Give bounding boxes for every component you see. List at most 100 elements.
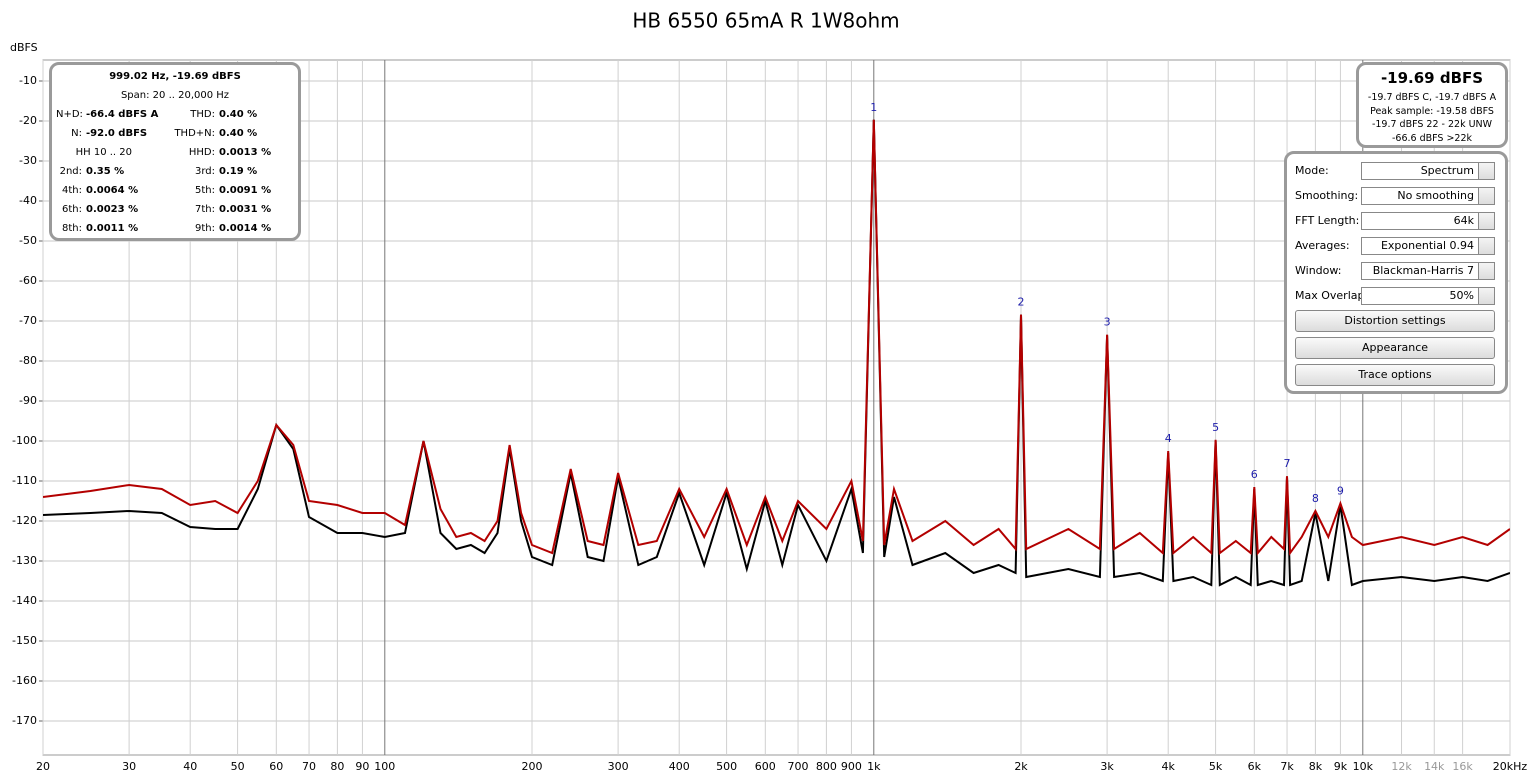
y-tick-label: -90	[19, 394, 37, 407]
trace	[43, 119, 1510, 556]
info-value: 0.0091 %	[219, 185, 272, 196]
info-span: Span: 20 .. 20,000 Hz	[120, 90, 230, 101]
x-tick-label: 60	[269, 760, 283, 773]
x-tick-label: 7k	[1280, 760, 1294, 773]
info-label: 4th:	[62, 185, 82, 196]
info-label: 2nd:	[59, 166, 82, 177]
info-label: 9th:	[195, 223, 215, 234]
control-label: Smoothing:	[1295, 189, 1359, 202]
control-label: Averages:	[1295, 239, 1350, 252]
dropdown[interactable]: Spectrum	[1361, 162, 1495, 180]
chart-title: HB 6550 65mA R 1W8ohm	[632, 9, 899, 33]
x-tick-label: 5k	[1209, 760, 1223, 773]
y-tick-label: -50	[19, 234, 37, 247]
y-tick-label: -170	[12, 714, 37, 727]
harmonic-label: 6	[1251, 468, 1258, 481]
x-tick-label: 20	[36, 760, 50, 773]
x-tick-label: 70	[302, 760, 316, 773]
info-value: -92.0 dBFS	[86, 128, 148, 139]
y-axis-label: dBFS	[10, 41, 38, 54]
y-tick-label: -80	[19, 354, 37, 367]
readout-line: Peak sample: -19.58 dBFS	[1370, 105, 1494, 117]
controls-panel: Mode: Spectrum Smoothing: No smoothing FFT L…	[1284, 151, 1508, 394]
info-label: HH 10 .. 20	[75, 147, 132, 158]
x-tick-label: 8k	[1309, 760, 1323, 773]
x-tick-label: 30	[122, 760, 136, 773]
x-tick-label: 700	[788, 760, 809, 773]
control-label: Window:	[1295, 264, 1342, 277]
x-tick-label: 90	[355, 760, 369, 773]
readout-line: -19.7 dBFS 22 - 22k UNW	[1371, 119, 1493, 130]
x-tick-label: 600	[755, 760, 776, 773]
harmonic-label: 2	[1018, 296, 1025, 309]
info-value: 0.0011 %	[86, 223, 139, 234]
info-label: THD+N:	[174, 128, 215, 139]
x-tick-label: 20kHz	[1493, 760, 1528, 773]
dropdown[interactable]: 50%	[1361, 287, 1495, 305]
x-tick-label: 40	[183, 760, 197, 773]
info-label: 5th:	[195, 185, 215, 196]
info-panel: 999.02 Hz, -19.69 dBFS Span: 20 .. 20,000…	[49, 62, 301, 241]
y-tick-label: -20	[19, 114, 37, 127]
x-tick-label: 2k	[1014, 760, 1028, 773]
info-value: 0.19 %	[219, 166, 258, 177]
x-tick-label: 10k	[1353, 760, 1374, 773]
harmonic-label: 1	[870, 101, 877, 114]
info-label: 3rd:	[194, 166, 215, 177]
y-tick-label: -160	[12, 674, 37, 687]
x-tick-label: 50	[231, 760, 245, 773]
dropdown[interactable]: Blackman-Harris 7	[1361, 262, 1495, 280]
x-tick-label: 6k	[1248, 760, 1262, 773]
y-tick-label: -40	[19, 194, 37, 207]
y-tick-label: -60	[19, 274, 37, 287]
info-label: 6th:	[62, 204, 82, 215]
y-tick-label: -100	[12, 434, 37, 447]
x-tick-label: 500	[716, 760, 737, 773]
info-label: THD:	[190, 109, 215, 120]
harmonic-label: 4	[1165, 432, 1172, 445]
info-value: 0.0023 %	[86, 204, 139, 215]
dropdown[interactable]: 64k	[1361, 212, 1495, 230]
x-tick-label: 900	[841, 760, 862, 773]
y-tick-label: -150	[12, 634, 37, 647]
button[interactable]: Appearance	[1295, 337, 1495, 359]
x-tick-label: 800	[816, 760, 837, 773]
dropdown[interactable]: Exponential 0.94	[1361, 237, 1495, 255]
x-tick-label: 300	[608, 760, 629, 773]
button[interactable]: Distortion settings	[1295, 310, 1495, 332]
info-value: 0.0014 %	[219, 223, 272, 234]
y-tick-label: -130	[12, 554, 37, 567]
control-label: Mode:	[1295, 164, 1329, 177]
info-label: 7th:	[195, 204, 215, 215]
x-tick-label: 9k	[1334, 760, 1348, 773]
x-tick-label: 14k	[1424, 760, 1445, 773]
y-tick-label: -110	[12, 474, 37, 487]
x-tick-label: 3k	[1100, 760, 1114, 773]
harmonic-label: 7	[1284, 457, 1291, 470]
readout-line: -19.7 dBFS C, -19.7 dBFS A	[1367, 92, 1497, 103]
x-tick-label: 400	[669, 760, 690, 773]
info-header: 999.02 Hz, -19.69 dBFS	[109, 71, 241, 82]
info-value: 0.0013 %	[219, 147, 272, 158]
x-tick-label: 200	[522, 760, 543, 773]
readout-panel: -19.69 dBFS -19.7 dBFS C, -19.7 dBFS A Pea…	[1356, 62, 1508, 148]
control-label: FFT Length:	[1295, 214, 1360, 227]
control-label: Max Overlap:	[1295, 289, 1369, 302]
info-label: N:	[71, 128, 82, 139]
x-tick-label: 12k	[1391, 760, 1412, 773]
harmonic-label: 9	[1337, 484, 1344, 497]
info-value: 0.40 %	[219, 109, 258, 120]
info-value: 0.0031 %	[219, 204, 272, 215]
harmonic-label: 5	[1212, 421, 1219, 434]
y-tick-label: -10	[19, 74, 37, 87]
info-value: 0.0064 %	[86, 185, 139, 196]
button[interactable]: Trace options	[1295, 364, 1495, 386]
dropdown[interactable]: No smoothing	[1361, 187, 1495, 205]
y-tick-label: -140	[12, 594, 37, 607]
info-label: N+D:	[56, 109, 83, 120]
info-label: 8th:	[62, 223, 82, 234]
info-value: 0.35 %	[86, 166, 125, 177]
x-tick-label: 80	[330, 760, 344, 773]
info-label: HHD:	[188, 147, 215, 158]
